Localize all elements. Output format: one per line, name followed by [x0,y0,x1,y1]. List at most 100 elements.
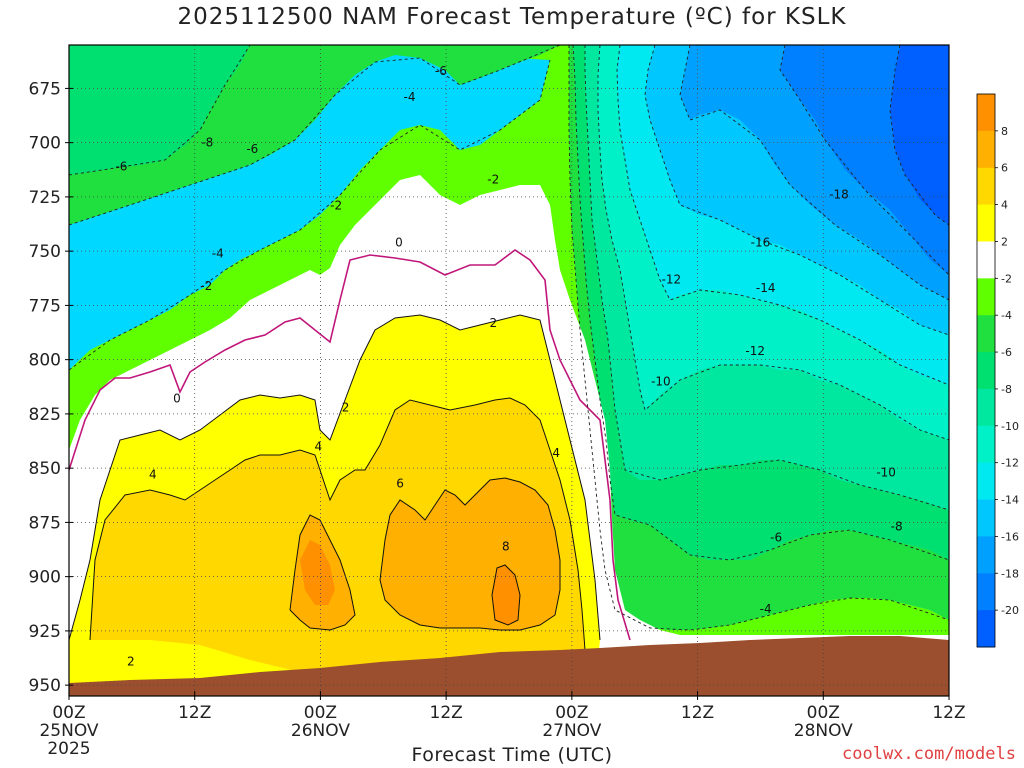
y-tick-label: 725 [29,188,61,208]
grid-lines [69,45,949,696]
colorbar-swatch [977,536,995,574]
y-tick-label: 750 [29,242,61,262]
zero-isotherm [69,249,631,641]
colorbar: 8 6 4 2 -2 -4 -6 -8 -10 -12 -14 -16 -18 -20 [976,93,1019,648]
x-axis-title: Forecast Time (UTC) [411,744,613,766]
x-tick-label: 25NOV [39,721,98,741]
x-tick-label: 00Z [555,703,588,723]
y-tick-label: 825 [29,405,61,425]
colorbar-label: -4 [1001,309,1012,322]
terrain [69,636,949,696]
colorbar-swatch [977,388,995,427]
contour-label: -2 [487,173,499,187]
colorbar-swatch [977,130,995,169]
y-tick-label: 675 [29,79,61,99]
contour-label: -4 [403,90,415,104]
x-tick-label: 00Z [52,703,85,723]
contour-label: -2 [330,199,342,213]
y-tick-label: 775 [29,296,61,316]
contour-label: -6 [115,160,127,174]
contour-label: -2 [200,279,212,293]
temp-band-ge-p8 [492,565,520,625]
colorbar-label: -12 [1001,457,1019,470]
x-tick-label: 27NOV [542,721,601,741]
contour-label: -4 [760,602,772,616]
plot-frame [68,44,950,697]
colorbar-label: -10 [1001,420,1019,433]
colorbar-label: -8 [1001,383,1012,396]
chart-title: 2025112500 NAM Forecast Temperature (ºC)… [177,4,847,30]
contour-label: -8 [201,136,213,150]
contour-label: -12 [662,272,682,286]
colorbar-label: 4 [1001,199,1008,212]
temp-band-m12-m10 [598,45,949,440]
contour-labels: -6 -4 -8 -6 -6 -2 -2 0 -4 -2 -12 2 0 2 4 4 4 6 8 2 -10 -12 -14… [115,64,902,668]
x-tick-label: 12Z [932,703,965,723]
contour-label: 4 [149,468,157,482]
contour-label: 6 [396,476,404,490]
contour-label: -10 [651,374,671,388]
contour-label: 4 [315,439,323,453]
contour-label: 4 [552,446,560,460]
temp-band-m14-m12 [617,45,949,385]
y-tick-label: 900 [29,568,61,588]
contour-label: 2 [342,400,350,414]
y-axis: 675 700 725 750 775 800 825 850 875 900 925 950 [29,79,73,696]
x-tick-label: 26NOV [291,721,350,741]
contour-label: -10 [876,465,896,479]
colorbar-label: 2 [1001,235,1008,248]
contour-label: -18 [829,188,849,202]
y-tick-label: 800 [29,351,61,371]
colorbar-swatch [977,167,995,206]
colorbar-swatch [977,462,995,501]
y-tick-label: 700 [29,134,61,154]
contour-label: -8 [891,520,903,534]
colorbar-label: 8 [1001,125,1008,138]
temp-band-m18-m16 [680,45,949,300]
temp-band-le-m20 [890,45,949,225]
colorbar-label: -16 [1001,530,1019,543]
colorbar-frame [976,93,996,648]
warm-isotherms [69,314,601,651]
contour-label: 2 [489,316,497,330]
x-tick-label: 2025 [47,739,90,759]
contour-label: 2 [127,654,135,668]
colorbar-label: -18 [1001,567,1019,580]
colorbar-swatch [977,499,995,537]
colorbar-swatch [977,425,995,464]
contour-label: -14 [756,281,776,295]
contour-label: 8 [502,539,510,553]
x-tick-label: 12Z [430,703,463,723]
y-tick-label: 950 [29,676,61,696]
colorbar-label: -14 [1001,494,1019,507]
colorbar-swatch [977,241,995,279]
temp-band-m20-m18 [780,45,949,275]
temp-band-m16-m14 [645,45,949,335]
colorbar-swatch [977,573,995,611]
y-tick-label: 875 [29,513,61,533]
colorbar-swatch [977,94,995,132]
x-tick-label: 12Z [681,703,714,723]
colorbar-swatch [977,352,995,390]
contour-label: -6 [246,142,258,156]
colorbar-label: 6 [1001,162,1008,175]
colorbar-label: -6 [1001,346,1012,359]
x-tick-label: 00Z [304,703,337,723]
colorbar-swatch [977,204,995,242]
contour-label: -12 [745,344,765,358]
credit-link[interactable]: coolwx.com/models [842,744,1016,764]
colorbar-swatch [977,278,995,316]
y-tick-label: 925 [29,622,61,642]
colorbar-label: -2 [1001,272,1012,285]
temp-band-m8-m6-west [69,45,250,175]
contour-label: 0 [395,235,403,249]
colorbar-label: -20 [1001,604,1019,617]
contour-label: -4 [212,246,224,260]
x-tick-label: 12Z [178,703,211,723]
contour-label: 0 [173,392,181,406]
x-tick-label: 28NOV [794,721,853,741]
contour-label: -6 [770,531,782,545]
y-tick-label: 850 [29,459,61,479]
